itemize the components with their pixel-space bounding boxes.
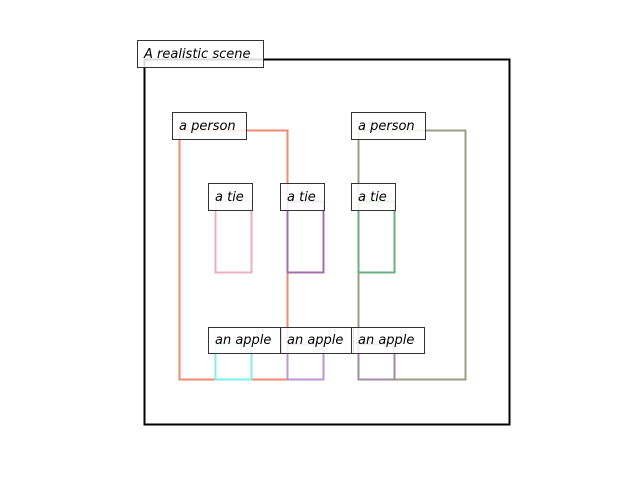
scene-title-tag: A realistic scene bbox=[137, 40, 264, 68]
apple-left-tag: an apple bbox=[208, 327, 282, 354]
tie-right-label: a tie bbox=[358, 190, 387, 205]
tie-left-box bbox=[214, 200, 253, 274]
apple-middle-label: an apple bbox=[287, 333, 343, 348]
apple-right-label: an apple bbox=[358, 333, 414, 348]
person-left-tag: a person bbox=[172, 112, 247, 140]
tie-middle-label: a tie bbox=[287, 190, 316, 205]
tie-left-label: a tie bbox=[215, 190, 244, 205]
apple-middle-tag: an apple bbox=[280, 327, 354, 354]
person-right-label: a person bbox=[358, 119, 415, 134]
scene-frame bbox=[143, 58, 511, 426]
tie-left-tag: a tie bbox=[208, 183, 253, 211]
apple-left-label: an apple bbox=[215, 333, 271, 348]
person-left-label: a person bbox=[179, 119, 236, 134]
scene-title: A realistic scene bbox=[143, 47, 250, 62]
tie-middle-box bbox=[286, 200, 325, 274]
tie-middle-tag: a tie bbox=[280, 183, 325, 211]
tie-right-tag: a tie bbox=[351, 183, 396, 211]
apple-right-tag: an apple bbox=[351, 327, 425, 354]
person-right-tag: a person bbox=[351, 112, 426, 140]
tie-right-box bbox=[357, 200, 396, 274]
